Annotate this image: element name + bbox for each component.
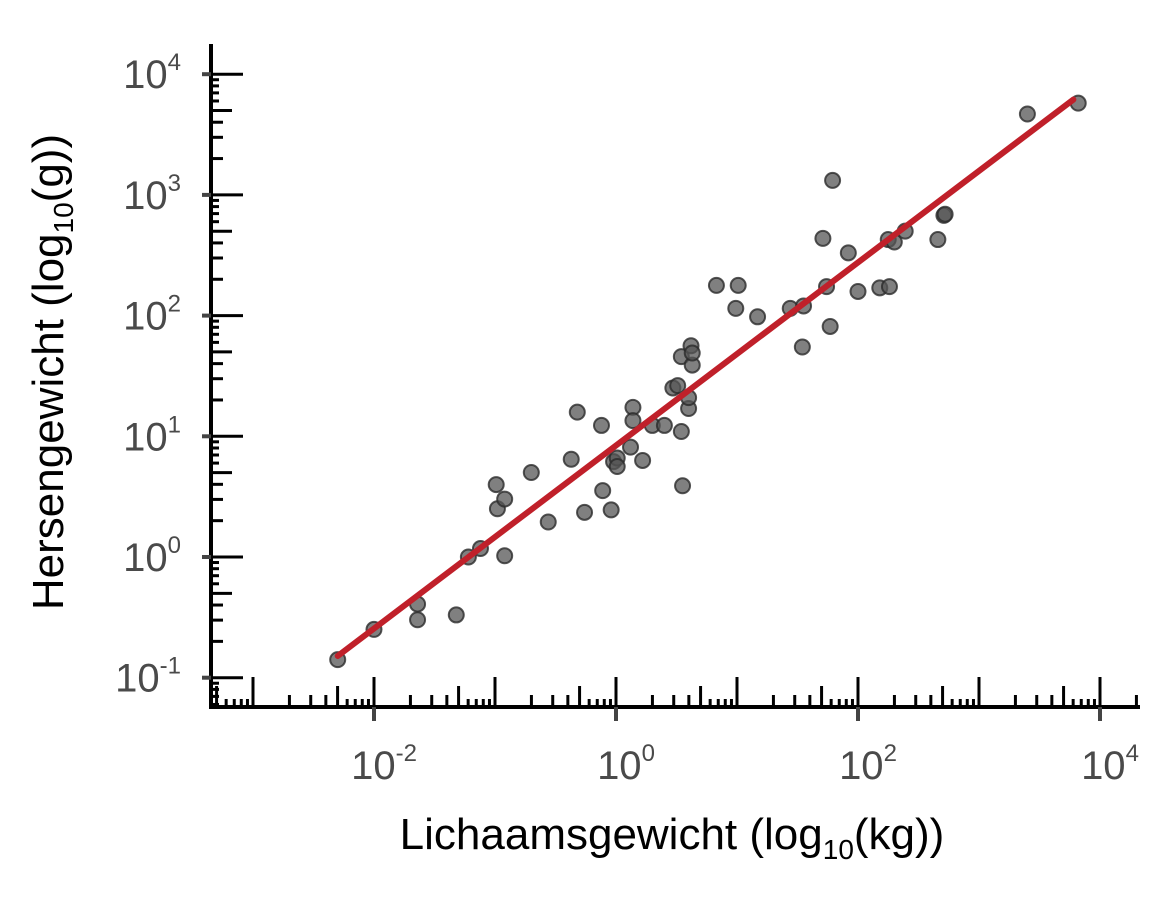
y-tick-label: 100 [123,532,181,580]
data-point [849,282,867,300]
x-tick-label: 100 [597,740,655,788]
data-point [672,422,690,440]
data-point [839,244,857,262]
data-point [824,171,842,189]
data-point [522,464,540,482]
y-tick-label: 101 [123,411,181,459]
x-tick-label: 10-2 [351,740,417,788]
regression-line [334,96,1077,659]
data-points [329,94,1087,669]
data-point [793,338,811,356]
data-point [749,308,767,326]
data-point [496,490,514,508]
data-point [622,438,640,456]
data-point [707,276,725,294]
data-point [496,547,514,565]
data-point [487,476,505,494]
data-point [602,501,620,519]
y-tick-label: 102 [123,291,181,339]
y-tick-label: 10-1 [115,653,181,701]
data-point [814,229,832,247]
data-point [655,416,673,434]
y-tick-label: 103 [123,170,181,218]
y-tick-label: 104 [123,49,181,97]
y-axis-title: Hersengewicht (log10(g)) [24,134,79,610]
x-axis: 10-2 100 102 104 [209,677,1140,788]
data-point [727,299,745,317]
data-point [624,412,642,430]
data-point [634,451,652,469]
data-point [683,344,701,362]
data-point [594,482,612,500]
data-point [562,450,580,468]
x-tick-label: 104 [1081,740,1139,788]
x-tick-label: 102 [839,740,897,788]
data-point [1018,105,1036,123]
data-point [409,611,427,629]
data-point [608,457,626,475]
data-point [880,278,898,296]
data-point [576,503,594,521]
data-point [729,276,747,294]
data-point [929,231,947,249]
data-point [936,205,954,223]
data-point [568,403,586,421]
fit-line [334,96,1077,659]
data-point [669,377,687,395]
x-axis-title: Lichaamsgewicht (log10(kg)) [400,810,945,865]
data-point [592,416,610,434]
data-point [539,513,557,531]
data-point [674,477,692,495]
y-axis: 10-1 100 101 102 103 104 [115,44,243,709]
data-point [821,317,839,335]
data-point [447,606,465,624]
